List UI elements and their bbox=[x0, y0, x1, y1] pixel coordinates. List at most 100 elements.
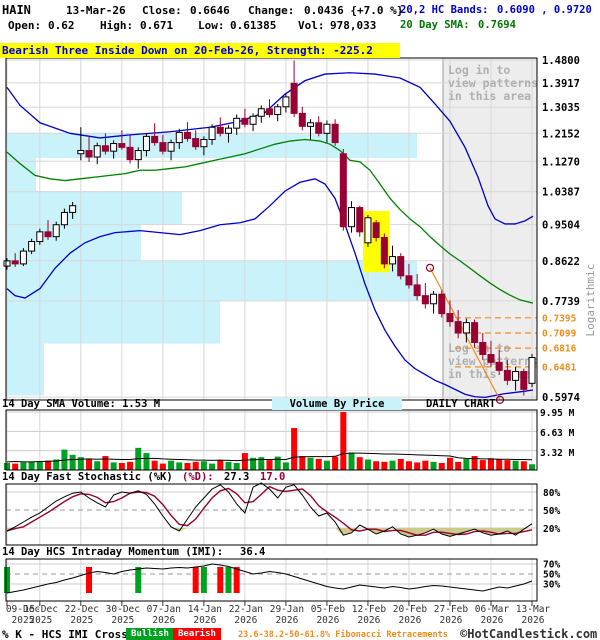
candle-body bbox=[28, 241, 36, 252]
volume-panel-border bbox=[5, 409, 538, 471]
volume-bar bbox=[463, 458, 470, 470]
bollinger-lower-line bbox=[6, 178, 534, 399]
bearish-badge: Bearish bbox=[173, 628, 221, 640]
close-value: 0.6646 bbox=[190, 4, 230, 17]
volume-bar bbox=[504, 460, 511, 470]
login-note-line: Log in to bbox=[448, 63, 510, 77]
imi-signal-bar bbox=[4, 567, 10, 593]
volume-bar bbox=[512, 460, 519, 470]
volume-bar bbox=[307, 457, 314, 470]
volume-bar bbox=[127, 461, 134, 470]
volume-bar bbox=[176, 462, 183, 470]
imi-signal-bar bbox=[225, 567, 232, 593]
x-axis-date: 20-Feb 2026 bbox=[392, 604, 428, 626]
candle-body bbox=[44, 231, 52, 238]
imi-signal-bar bbox=[217, 567, 224, 593]
volume-bar bbox=[225, 461, 232, 470]
high-value: 0.671 bbox=[140, 19, 174, 32]
volume-value: 978,033 bbox=[330, 19, 377, 32]
volume-bar bbox=[151, 460, 158, 470]
x-axis-date: 29-Jan 2026 bbox=[269, 604, 305, 626]
candle-body bbox=[430, 293, 438, 305]
candles-layer bbox=[3, 60, 536, 396]
open-label: Open: bbox=[8, 19, 42, 32]
fib-level-label: 0.6816 bbox=[542, 344, 577, 355]
candle-body bbox=[52, 224, 60, 238]
candle-body bbox=[216, 126, 224, 134]
candle-body bbox=[224, 127, 232, 134]
volume-bar bbox=[250, 457, 257, 470]
ticker-symbol: HAIN bbox=[2, 3, 31, 17]
x-axis-date: 27-Feb 2026 bbox=[433, 604, 469, 626]
imi-line bbox=[6, 563, 533, 594]
candle-body bbox=[397, 256, 405, 277]
stochastic-panel-bg bbox=[6, 484, 537, 545]
volume-bar bbox=[36, 461, 43, 470]
volume-label: Vol: bbox=[298, 19, 325, 32]
volume-bar bbox=[373, 461, 380, 470]
candle-body bbox=[142, 135, 150, 152]
price-tick-label: 0.9504 bbox=[542, 220, 580, 232]
change-label: Change: bbox=[248, 4, 295, 17]
vbp-bar bbox=[6, 191, 182, 225]
candle-body bbox=[233, 117, 241, 129]
candle-body bbox=[356, 207, 364, 233]
fibonacci-legend-label: 23.6-38.2-50-61.8% Fibonacci Retracement… bbox=[238, 630, 448, 640]
price-tick-label: 1.3917 bbox=[542, 78, 580, 90]
volume-bar bbox=[110, 462, 117, 470]
volume-bar bbox=[192, 461, 199, 470]
sma20-line bbox=[6, 138, 534, 304]
volume-bar bbox=[430, 461, 437, 470]
sma20-label: 20 Day SMA: bbox=[400, 19, 470, 31]
date-ticks-layer bbox=[6, 601, 533, 606]
volume-bar bbox=[381, 461, 388, 470]
candle-body bbox=[487, 354, 495, 363]
stochastic-tick-label: 50% bbox=[543, 506, 560, 517]
candle-body bbox=[159, 142, 167, 152]
candle-body bbox=[167, 142, 175, 152]
candle-body bbox=[380, 236, 388, 265]
login-note-line: view patterns bbox=[448, 76, 538, 90]
fib-level-label: 0.7099 bbox=[542, 329, 577, 340]
candle-body bbox=[290, 82, 298, 114]
volume-by-price-label: Volume By Price bbox=[272, 398, 402, 410]
candle-body bbox=[331, 123, 339, 144]
pattern-alert-banner[interactable]: Bearish Three Inside Down on 20-Feb-26, … bbox=[0, 43, 400, 58]
x-axis-date: 06-Mar 2026 bbox=[474, 604, 510, 626]
price-tick-label: 1.3035 bbox=[542, 102, 580, 114]
candle-body bbox=[405, 275, 413, 286]
open-value: 0.62 bbox=[48, 19, 75, 32]
volume-bar bbox=[159, 463, 166, 470]
imi-tick-label: 70% bbox=[543, 560, 560, 571]
candle-body bbox=[364, 217, 372, 244]
stochastic-d-value: 17.0 bbox=[260, 471, 286, 483]
volume-tick-label: 9.95 M bbox=[540, 408, 575, 419]
volume-bar bbox=[389, 460, 396, 470]
candle-body bbox=[3, 260, 11, 267]
volume-bar bbox=[291, 428, 298, 470]
candle-body bbox=[208, 126, 216, 140]
price-tick-label: 1.0387 bbox=[542, 187, 580, 199]
candle-body bbox=[257, 108, 265, 117]
candle-body bbox=[438, 293, 446, 315]
candle-body bbox=[93, 145, 101, 158]
stochastic-k-line bbox=[6, 482, 533, 538]
volume-bar bbox=[77, 457, 84, 470]
price-tick-label: 1.2152 bbox=[542, 128, 580, 140]
volume-bar bbox=[258, 457, 265, 470]
candle-body bbox=[110, 143, 118, 152]
volume-bar bbox=[422, 460, 429, 470]
change-value: 0.0436 {+7.0 %} bbox=[304, 4, 404, 17]
hc-bands-label: 20,2 HC Bands: bbox=[400, 4, 489, 16]
volume-panel-title: 14 Day SMA Volume: 1.53 M bbox=[2, 398, 161, 410]
volume-sma-line bbox=[6, 452, 533, 463]
volume-tick-label: 6.63 M bbox=[540, 428, 575, 439]
candle-body bbox=[60, 211, 68, 226]
candle-body bbox=[183, 131, 191, 140]
vbp-bar bbox=[6, 260, 417, 301]
imi-panel-bg bbox=[6, 559, 537, 601]
site-copyright[interactable]: ©HotCandlestick.com bbox=[460, 627, 598, 640]
stochastic-tick-label: 80% bbox=[543, 488, 560, 499]
volume-bar bbox=[446, 457, 453, 470]
